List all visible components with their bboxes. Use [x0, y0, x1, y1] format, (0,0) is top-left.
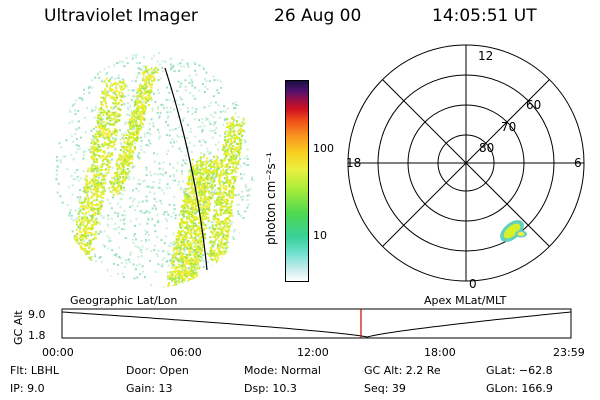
orbit-ytick-bottom: 1.8 [28, 329, 46, 342]
mlt-label-18: 18 [346, 156, 361, 170]
filter-info: Flt: LBHL [10, 364, 59, 377]
projection-right-label: Apex MLat/MLT [424, 294, 507, 307]
polar-axis-diag2 [382, 79, 550, 247]
mlt-label-12: 12 [478, 49, 493, 63]
lat-label-80: 80 [479, 141, 494, 155]
svg-text:photon cm⁻²s⁻¹: photon cm⁻²s⁻¹ [264, 152, 278, 245]
ip-info: IP: 9.0 [10, 382, 45, 395]
dsp-info: Dsp: 10.3 [244, 382, 297, 395]
mode-info: Mode: Normal [244, 364, 321, 377]
lat-label-70: 70 [501, 120, 516, 134]
door-info: Door: Open [126, 364, 189, 377]
colorbar-unit-label: photon cm⁻²s⁻¹ [264, 152, 278, 245]
observation-date: 26 Aug 00 [274, 6, 362, 26]
orbit-xtick-1: 06:00 [170, 346, 202, 359]
colorbar-tick-10: 10 [313, 229, 327, 242]
glon-info: GLon: 166.9 [486, 382, 553, 395]
mlt-label-0: 0 [469, 277, 477, 291]
projection-left-label: Geographic Lat/Lon [70, 294, 178, 307]
colorbar-tick-100: 100 [313, 142, 334, 155]
gain-info: Gain: 13 [126, 382, 173, 395]
seq-info: Seq: 39 [364, 382, 406, 395]
orbit-altitude-plot: GC Alt 9.0 1.8 00:00 06:00 12:00 18:00 2… [12, 308, 585, 359]
glat-info: GLat: −62.8 [486, 364, 553, 377]
lat-label-60: 60 [526, 98, 541, 112]
gc-alt-info: GC Alt: 2.2 Re [364, 364, 441, 377]
aurora-emission-polar [500, 220, 527, 242]
observation-time: 14:05:51 UT [432, 6, 537, 26]
instrument-title: Ultraviolet Imager [44, 6, 198, 26]
orbit-plot-frame [61, 308, 572, 339]
colorbar [285, 80, 309, 282]
mlt-label-6: 6 [574, 156, 582, 170]
orbit-xtick-4: 23:59 [553, 346, 585, 359]
orbit-xtick-3: 18:00 [424, 346, 456, 359]
geographic-image [55, 52, 255, 288]
terminator-line [164, 67, 208, 271]
orbit-xtick-2: 12:00 [297, 346, 329, 359]
polar-plot: 12 18 6 0 80 70 60 [346, 44, 585, 291]
orbit-ylabel: GC Alt [12, 310, 25, 345]
aurora-emission-geographic [55, 52, 255, 288]
orbit-ytick-top: 9.0 [28, 308, 46, 321]
orbit-xtick-0: 00:00 [42, 346, 74, 359]
orbit-altitude-curve [61, 311, 572, 338]
